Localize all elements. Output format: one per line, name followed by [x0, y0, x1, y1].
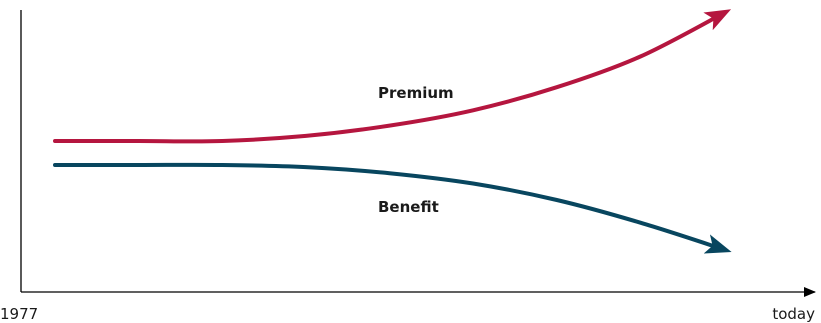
x-tick-label-end: today [772, 305, 815, 323]
series-label-benefit: Benefit [378, 198, 439, 216]
series-line-premium [53, 9, 732, 144]
x-tick-label-start: 1977 [0, 305, 38, 323]
series-line-benefit [53, 162, 732, 254]
series-label-premium: Premium [378, 84, 454, 102]
